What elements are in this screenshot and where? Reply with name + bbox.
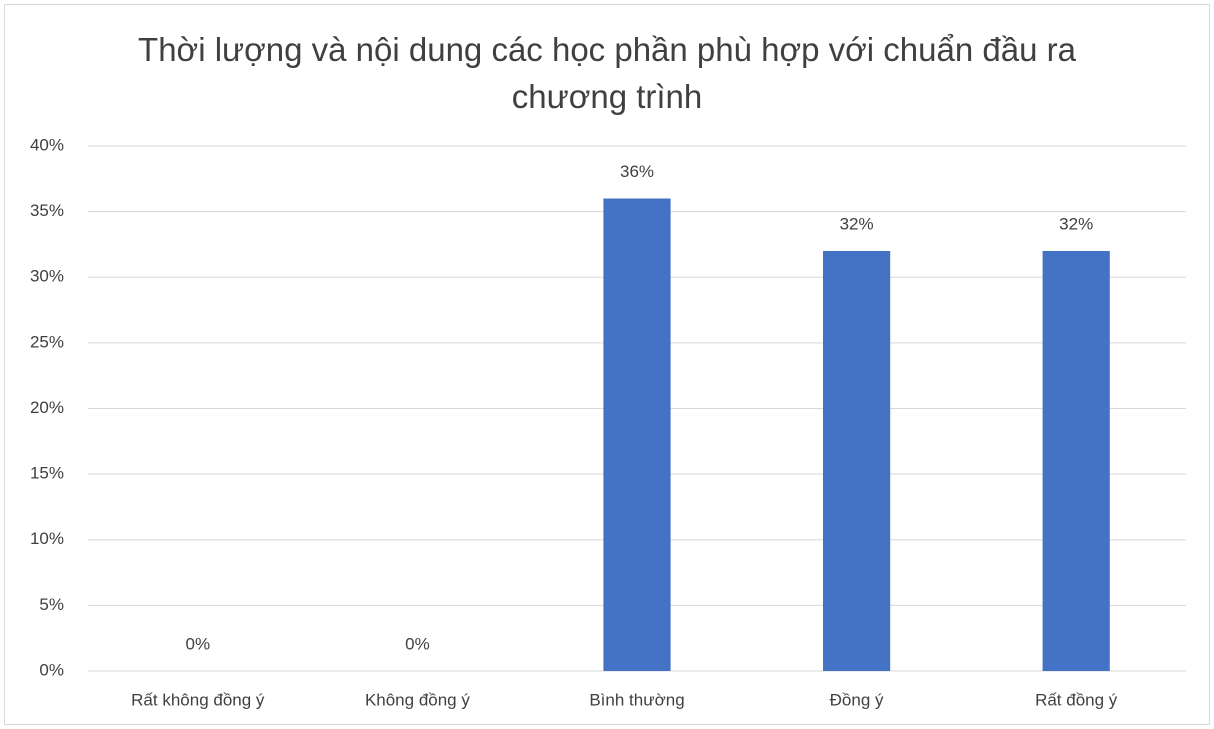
x-tick-label: Rất đồng ý — [1035, 690, 1118, 709]
y-tick-label: 25% — [30, 332, 64, 351]
value-label: 32% — [840, 214, 874, 233]
y-tick-label: 5% — [39, 595, 64, 614]
y-tick-label: 40% — [30, 135, 64, 154]
y-tick-label: 20% — [30, 398, 64, 417]
x-tick-label: Đồng ý — [830, 690, 884, 709]
value-label: 0% — [186, 634, 211, 653]
y-tick-label: 0% — [39, 660, 64, 679]
value-label: 0% — [405, 634, 430, 653]
x-tick-label: Không đồng ý — [365, 690, 470, 709]
x-tick-label: Bình thường — [589, 690, 684, 709]
chart-border — [4, 4, 1210, 725]
chart-title: Thời lượng và nội dung các học phần phù … — [138, 31, 1076, 115]
x-tick-label: Rất không đồng ý — [131, 690, 265, 709]
y-tick-label: 10% — [30, 529, 64, 548]
y-tick-label: 35% — [30, 201, 64, 220]
y-tick-label: 30% — [30, 267, 64, 286]
bar — [823, 251, 891, 671]
value-label: 32% — [1059, 214, 1093, 233]
bar — [603, 198, 671, 671]
value-label: 36% — [620, 162, 654, 181]
bar — [1042, 251, 1110, 671]
y-tick-label: 15% — [30, 464, 64, 483]
